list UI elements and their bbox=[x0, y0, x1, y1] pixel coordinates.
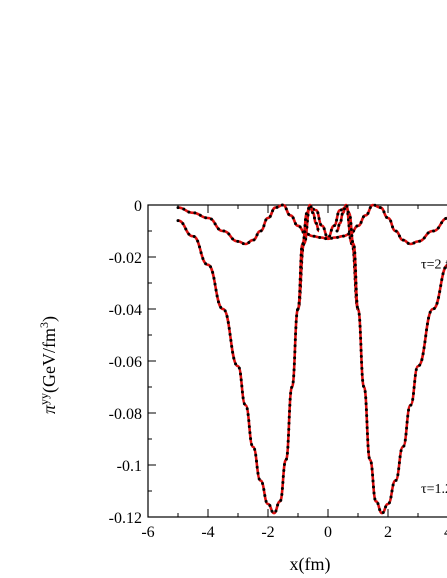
x-tick-label: 2 bbox=[384, 524, 392, 541]
y-label-unit: (GeV/fm bbox=[39, 328, 60, 393]
series-layer bbox=[176, 203, 447, 515]
series-dots-1 bbox=[176, 203, 447, 246]
y-axis-label: πyy(GeV/fm3) bbox=[37, 316, 60, 414]
x-tick-label: -2 bbox=[261, 524, 274, 541]
y-tick-label: -0.06 bbox=[109, 354, 142, 371]
y-label-unit-close: ) bbox=[39, 316, 60, 322]
y-label-symbol: π bbox=[39, 404, 59, 414]
annotation-label: τ=2 fm bbox=[421, 258, 447, 273]
y-tick-label: 0 bbox=[134, 198, 142, 215]
y-tick-label: -0.1 bbox=[117, 458, 142, 475]
annotation-layer: τ=2 fm τ=1.2 fm bbox=[421, 258, 447, 497]
series-dots-2 bbox=[296, 203, 321, 311]
axes: -6 -4 -2 0 2 4 0 -0.02 -0.04 -0.06 -0.08 -0.1 -0.12 bbox=[109, 198, 447, 541]
annotation-label: τ=1.2 fm bbox=[421, 482, 447, 497]
y-tick-label: -0.12 bbox=[109, 510, 142, 527]
series-line-0 bbox=[177, 206, 447, 515]
x-tick-label: -6 bbox=[141, 524, 154, 541]
x-tick-label: 4 bbox=[444, 524, 447, 541]
x-axis-label: x(fm) bbox=[290, 554, 331, 575]
y-tick-label: -0.04 bbox=[109, 302, 142, 319]
x-tick-label: -4 bbox=[201, 524, 214, 541]
y-axis-title-text: πyy(GeV/fm3) bbox=[37, 316, 60, 414]
plot-frame bbox=[147, 204, 447, 518]
y-tick-label: -0.08 bbox=[109, 406, 142, 423]
x-tick-label: 0 bbox=[324, 524, 332, 541]
series-line-3 bbox=[336, 203, 360, 311]
series-dots-0 bbox=[176, 206, 447, 515]
y-label-unit-power: 3 bbox=[37, 322, 51, 328]
y-label-superscript: yy bbox=[37, 393, 51, 405]
y-tick-label: -0.02 bbox=[109, 250, 142, 267]
